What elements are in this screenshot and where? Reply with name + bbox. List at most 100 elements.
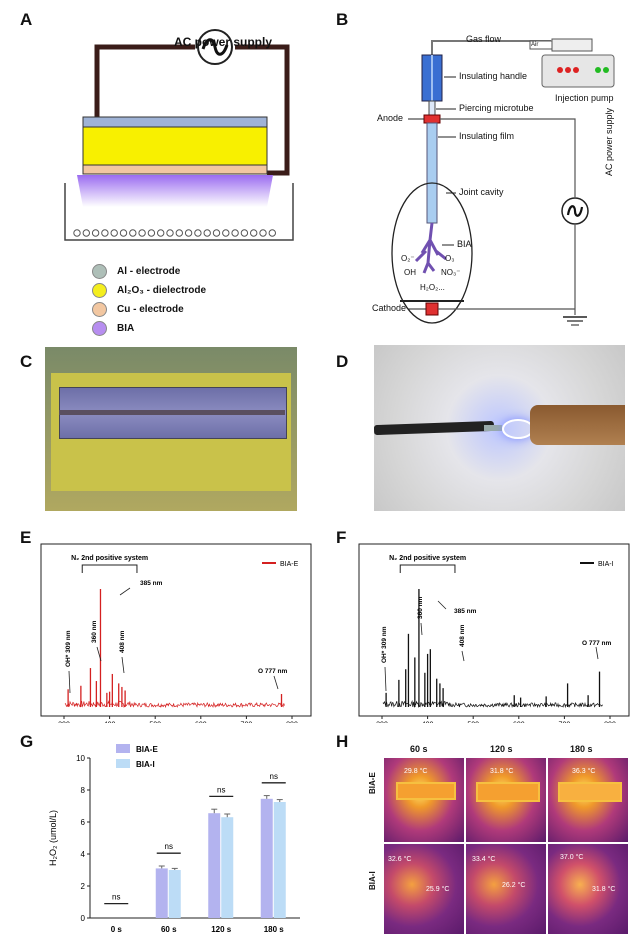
legend-label: BIA [117,323,135,334]
dielectric-layer [82,126,268,166]
significance-label: ns [270,772,278,781]
legend-swatch [116,744,130,753]
x-tick-label: 0 s [111,925,123,934]
panel-label-g: G [20,732,34,751]
bia-plasma-icon [414,222,447,274]
circuit-wire-bottom [438,225,576,315]
sample-dot [259,229,267,237]
panel-label-d: D [336,352,349,371]
peak-annotation: 360 nm [91,620,98,643]
pump-led [573,67,579,73]
bracket [81,564,138,573]
injection-pump-label: Injection pump [555,93,614,103]
device-hot-region [476,782,540,802]
anode-block [423,114,441,124]
sample-row [73,229,277,237]
sample-dot [231,229,239,237]
thermal-image: 37.0 °C 31.8 °C [548,844,628,934]
panel-label-b: B [336,10,349,29]
pump-led [603,67,609,73]
legend-a: Al - electrode Al₂O₃ - dielectrode Cu - … [92,262,206,338]
x-tick-label: 700 [241,722,253,724]
thermal-grid-h: 60 s 120 s 180 s BIA-E BIA-I 29.8 °C 31.… [368,744,640,940]
x-tick-label: 400 [422,722,434,724]
probe-tip [484,425,502,431]
temp-reading: 33.4 °C [472,856,496,863]
sample-dot [222,229,230,237]
bracket-label: N₂ 2nd positive system [389,555,466,562]
sample-dot [166,229,174,237]
legend-swatch [92,321,107,336]
y-axis-label: H₂O₂ (umol/L) [48,810,58,866]
legend-swatch [92,302,107,317]
panel-label-e: E [20,528,32,547]
legend-item: Cu - electrode [92,300,206,319]
sine-wave-icon [566,205,584,217]
bar [208,813,221,918]
al-electrode-layer [82,116,268,128]
air-label: Air [531,42,539,48]
ac-power-label-a: AC power supply [174,35,273,49]
y-tick-label: 8 [81,786,86,795]
legend-swatch [92,264,107,279]
legend-label: BIA-I [136,760,155,769]
cu-electrode-layer [82,164,268,175]
temp-reading: 25.9 °C [426,886,450,893]
wire-left [94,44,195,125]
sample-dot [250,229,258,237]
temp-reading: 31.8 °C [490,768,514,775]
device-hot-region [396,782,456,800]
annotation-arrow [121,656,125,674]
thermal-image: 29.8 °C [384,758,464,842]
pump-led [557,67,563,73]
syringe-body [551,38,593,52]
annotation-arrow [96,646,102,662]
sample-dot [101,229,109,237]
sample-dot [194,229,202,237]
insulating-handle-label: Insulating handle [459,71,528,81]
plot-frame [358,543,630,717]
peak-annotation: OH* 309 nm [381,626,388,663]
legend-label: Al₂O₃ - dielectrode [117,285,207,296]
sample-dot [268,229,277,237]
sample-dot [119,229,128,237]
pump-led [595,67,601,73]
bracket-label: N₂ 2nd positive system [71,555,148,562]
photo-d-jet [374,345,625,511]
legend-swatch [92,283,107,298]
legend-item: Al - electrode [92,262,206,281]
sample-dot [240,229,249,237]
annotation-arrow [437,600,447,610]
legend-label: BIA-E [280,561,299,568]
annotation-arrow [595,646,599,660]
bar [273,802,286,918]
x-tick-label: 500 [467,722,479,724]
x-tick-label: 300 [376,722,388,724]
bar-chart-g: 0 2 4 6 8 10 H₂O₂ (umol/L) 0 s ns 60 s ns 120 s ns 18… [48,744,300,934]
x-tick-label: 800 [286,722,298,724]
annotation-arrow [461,650,465,662]
significance-label: ns [112,893,120,902]
center-divider [59,410,285,415]
peak-annotation: OH* 309 nm [65,630,72,667]
significance-label: ns [165,842,173,851]
peak-annotation: 408 nm [459,624,466,647]
peak-annotation: O 777 nm [582,640,611,647]
significance-label: ns [217,785,225,794]
x-tick-label: 180 s [264,925,285,934]
sample-dot [91,229,100,237]
annotation-arrow [119,587,131,596]
sample-dot [212,229,221,237]
h-row-label: BIA-I [368,871,377,890]
x-tick-label: 800 [604,722,616,724]
panel-label-c: C [20,352,33,371]
photo-c-dbd-device [45,347,297,511]
x-tick-label: 300 [58,722,70,724]
species-h2o2: H₂O₂... [420,283,445,292]
sample-dot [184,229,193,237]
x-tick-label: 60 s [161,925,177,934]
thermal-image: 31.8 °C [466,758,546,842]
joint-cavity [391,182,473,324]
plasma-region [77,175,273,207]
